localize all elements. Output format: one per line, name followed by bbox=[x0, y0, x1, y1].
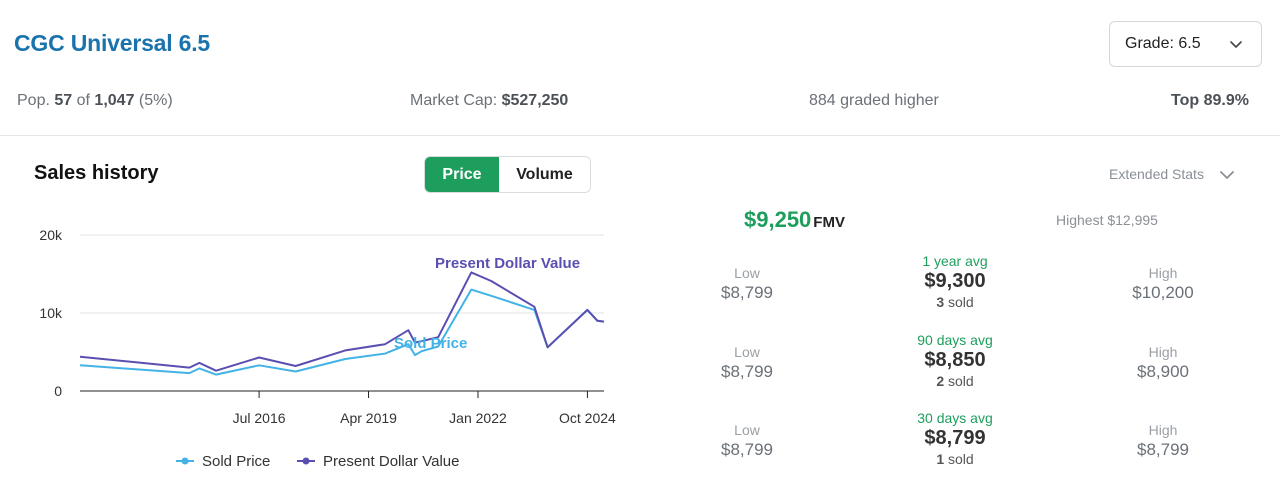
population-stat: Pop. 57 of 1,047 (5%) bbox=[17, 92, 173, 110]
sold-count-label: sold bbox=[948, 294, 974, 310]
y-tick-label: 20k bbox=[39, 227, 63, 243]
market-cap-stat: Market Cap: $527,250 bbox=[410, 92, 568, 110]
pop-total: 1,047 bbox=[94, 92, 135, 109]
present-dollar-value-annotation: Present Dollar Value bbox=[435, 255, 580, 272]
sold-price-annotation: Sold Price bbox=[394, 335, 467, 352]
y-tick-label: 0 bbox=[54, 383, 62, 399]
x-tick-label: Jul 2016 bbox=[233, 410, 286, 426]
high-value: $8,900 bbox=[1137, 362, 1189, 381]
low-value: $8,799 bbox=[721, 362, 773, 381]
high-value: $10,200 bbox=[1132, 283, 1194, 302]
average-value: $8,799 bbox=[924, 427, 986, 449]
section-divider bbox=[0, 135, 1280, 136]
page-title: CGC Universal 6.5 bbox=[14, 30, 211, 56]
fmv-value: $9,250 bbox=[744, 207, 812, 232]
sold-count-label: sold bbox=[948, 373, 974, 389]
average-label: 1 year avg bbox=[922, 253, 988, 269]
low-stat: Low $8,799 bbox=[708, 344, 786, 382]
legend-sold-price-marker bbox=[181, 457, 189, 465]
average-stat: 1 year avg $9,300 3 sold bbox=[895, 253, 1015, 310]
sold-count-number: 3 bbox=[936, 294, 945, 310]
chevron-down-icon bbox=[1230, 41, 1242, 48]
legend-present-dollar-value-marker bbox=[302, 457, 310, 465]
average-label: 30 days avg bbox=[917, 410, 993, 426]
extended-stats-label: Extended Stats bbox=[1109, 166, 1204, 182]
legend-sold-price: Sold Price bbox=[202, 453, 270, 470]
pop-pct: (5%) bbox=[138, 92, 173, 109]
x-tick-label: Apr 2019 bbox=[340, 410, 397, 426]
market-cap-label: Market Cap: bbox=[410, 92, 498, 109]
low-label: Low bbox=[734, 344, 760, 360]
average-stat: 30 days avg $8,799 1 sold bbox=[895, 410, 1015, 467]
highest-sale: Highest $12,995 bbox=[1056, 212, 1158, 228]
high-value: $8,799 bbox=[1137, 440, 1189, 459]
graded-higher-stat: 884 graded higher bbox=[809, 92, 939, 109]
grade-select[interactable]: Grade: 6.5 bbox=[1109, 21, 1262, 67]
sales-history-title: Sales history bbox=[34, 162, 159, 184]
chevron-down-icon bbox=[1220, 171, 1234, 179]
present-dollar-value-line bbox=[79, 271, 605, 372]
average-value: $9,300 bbox=[924, 270, 986, 292]
sold-count: 2 sold bbox=[895, 373, 1015, 389]
low-label: Low bbox=[734, 422, 760, 438]
grade-select-label: Grade: 6.5 bbox=[1125, 35, 1201, 52]
x-tick-label: Oct 2024 bbox=[559, 410, 616, 426]
high-stat: High $10,200 bbox=[1122, 265, 1204, 303]
sold-count: 3 sold bbox=[895, 294, 1015, 310]
high-label: High bbox=[1148, 344, 1178, 360]
low-value: $8,799 bbox=[721, 283, 773, 302]
chart-mode-toggle: Price Volume bbox=[424, 156, 591, 193]
legend-present-dollar-value: Present Dollar Value bbox=[323, 453, 459, 470]
fmv-display: $9,250 FMV bbox=[744, 207, 845, 233]
low-stat: Low $8,799 bbox=[708, 422, 786, 460]
average-value: $8,850 bbox=[924, 349, 986, 371]
y-tick-label: 10k bbox=[39, 305, 63, 321]
low-stat: Low $8,799 bbox=[708, 265, 786, 303]
high-stat: High $8,799 bbox=[1122, 422, 1204, 460]
sold-count-number: 1 bbox=[936, 451, 945, 467]
high-stat: High $8,900 bbox=[1122, 344, 1204, 382]
volume-toggle-button[interactable]: Volume bbox=[516, 165, 573, 183]
low-label: Low bbox=[734, 265, 760, 281]
sold-count-number: 2 bbox=[936, 373, 945, 389]
pop-value: 57 bbox=[54, 92, 73, 109]
top-percent-stat: Top 89.9% bbox=[1171, 92, 1249, 109]
average-label: 90 days avg bbox=[917, 332, 993, 348]
price-toggle-button[interactable]: Price bbox=[425, 157, 499, 192]
pop-of: of bbox=[76, 92, 90, 109]
sold-count: 1 sold bbox=[895, 451, 1015, 467]
sales-history-chart: 20k 10k 0 Jul 2016 Apr 2019 Jan 2022 Oct 2024 P… bbox=[39, 227, 616, 470]
x-tick-label: Jan 2022 bbox=[449, 410, 507, 426]
high-label: High bbox=[1148, 265, 1178, 281]
fmv-label: FMV bbox=[813, 214, 845, 231]
sold-count-label: sold bbox=[948, 451, 974, 467]
high-label: High bbox=[1148, 422, 1178, 438]
extended-stats-toggle[interactable]: Extended Stats bbox=[1109, 166, 1234, 182]
market-cap-value: $527,250 bbox=[501, 92, 569, 109]
pop-label: Pop. bbox=[17, 92, 50, 109]
average-stat: 90 days avg $8,850 2 sold bbox=[895, 332, 1015, 389]
low-value: $8,799 bbox=[721, 440, 773, 459]
